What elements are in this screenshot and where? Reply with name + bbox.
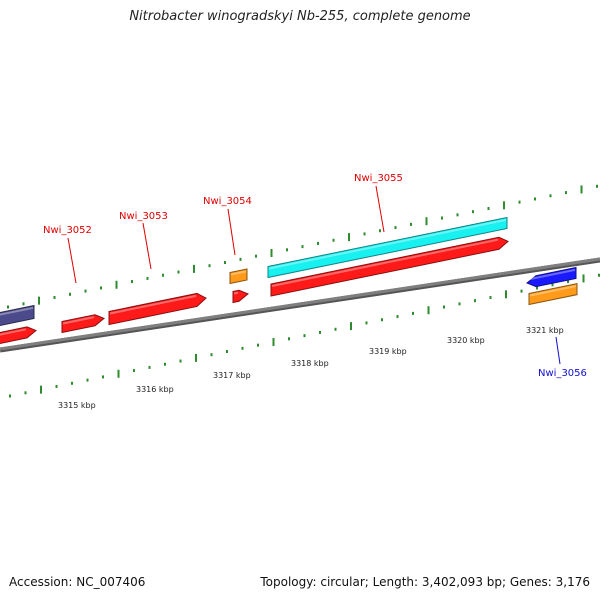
feature-bar xyxy=(229,268,248,285)
gene-label-leader xyxy=(375,185,385,233)
gene-label: Nwi_3055 xyxy=(354,173,403,184)
gene-label-leader xyxy=(555,336,561,365)
gene-label: Nwi_3056 xyxy=(538,368,587,379)
gene-arrow-highlight xyxy=(0,306,34,316)
scale-label: 3320 kbp xyxy=(447,336,485,345)
gene-label-leader xyxy=(67,237,77,284)
gene-arrow-highlight xyxy=(233,291,239,295)
gene-arrow xyxy=(270,236,509,297)
gene-arrow-highlight xyxy=(62,316,95,325)
gene-arrow xyxy=(232,289,249,304)
gene-label: Nwi_3052 xyxy=(43,225,92,236)
scale-label: 3316 kbp xyxy=(136,385,174,394)
genome-summary: Topology: circular; Length: 3,402,093 bp… xyxy=(260,575,590,589)
gene-features xyxy=(0,216,578,344)
gene-label: Nwi_3054 xyxy=(203,196,252,207)
feature-bar xyxy=(528,283,578,306)
scale-label: 3317 kbp xyxy=(213,371,251,380)
genome-backbone xyxy=(0,257,600,353)
feature-bar-highlight xyxy=(230,270,247,276)
accession-label: Accession: NC_007406 xyxy=(9,575,146,589)
scale-label: 3315 kbp xyxy=(58,401,96,410)
gene-arrow xyxy=(108,292,207,326)
gene-arrow xyxy=(0,304,35,326)
map-title: Nitrobacter winogradskyi Nb-255, complet… xyxy=(129,9,471,24)
feature-bar xyxy=(267,216,508,279)
gene-arrow xyxy=(61,314,105,334)
gene-label-leader xyxy=(227,208,236,256)
gene-arrow-highlight xyxy=(0,328,27,336)
scale-label: 3319 kbp xyxy=(369,347,407,356)
gene-label-leader xyxy=(142,222,152,270)
gene-arrow-highlight xyxy=(527,268,576,281)
gene-labels: Nwi_3052 Nwi_3053 Nwi_3054 Nwi_3055 Nwi_3056 xyxy=(43,173,587,379)
gene-arrow-highlight xyxy=(109,294,197,315)
scale-label: 3318 kbp xyxy=(291,359,329,368)
gene-arrow-highlight xyxy=(271,238,499,287)
gene-arrow xyxy=(526,266,577,288)
upper-tick-track xyxy=(7,184,598,309)
gene-arrow xyxy=(0,326,37,344)
scale-label: 3321 kbp xyxy=(526,326,564,335)
scale-labels: 3315 kbp 3316 kbp 3317 kbp 3318 kbp 3319 kbp… xyxy=(58,326,564,410)
lower-tick-track xyxy=(9,273,600,398)
gene-label: Nwi_3053 xyxy=(119,211,168,222)
backbone-highlight xyxy=(0,257,600,351)
feature-bar-highlight xyxy=(268,218,507,270)
feature-bar-highlight xyxy=(529,285,577,297)
